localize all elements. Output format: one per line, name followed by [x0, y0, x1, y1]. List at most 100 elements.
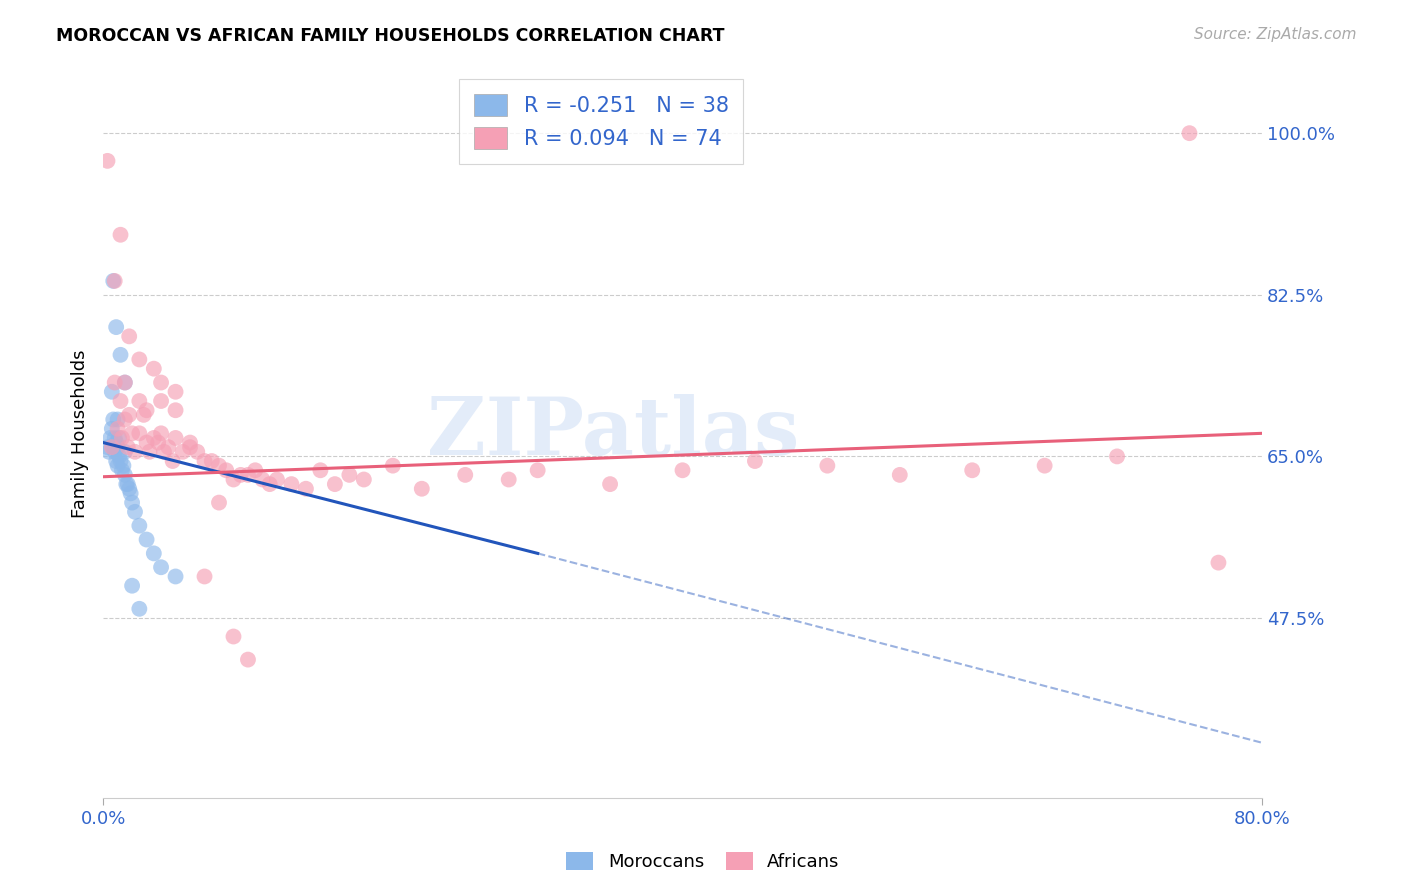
Point — [150, 560, 173, 574]
Point — [201, 454, 224, 468]
Point — [744, 454, 766, 468]
Point — [179, 440, 201, 454]
Point — [118, 482, 141, 496]
Point — [135, 403, 157, 417]
Point — [118, 408, 141, 422]
Legend: R = -0.251   N = 38, R = 0.094   N = 74: R = -0.251 N = 38, R = 0.094 N = 74 — [460, 78, 744, 164]
Point — [157, 440, 180, 454]
Point — [107, 422, 129, 436]
Point — [135, 435, 157, 450]
Point — [103, 440, 125, 454]
Point — [110, 394, 132, 409]
Point — [236, 467, 259, 482]
Point — [1033, 458, 1056, 473]
Point — [266, 473, 288, 487]
Point — [118, 329, 141, 343]
Point — [337, 467, 360, 482]
Point — [165, 431, 187, 445]
Point — [120, 486, 142, 500]
Point — [128, 426, 150, 441]
Point — [104, 274, 127, 288]
Point — [381, 458, 404, 473]
Point — [815, 458, 838, 473]
Point — [117, 440, 139, 454]
Point — [124, 505, 146, 519]
Point — [498, 473, 520, 487]
Point — [1208, 556, 1230, 570]
Point — [112, 458, 135, 473]
Point — [111, 463, 134, 477]
Point — [454, 467, 477, 482]
Point — [1105, 450, 1128, 464]
Point — [121, 426, 143, 441]
Point — [165, 384, 187, 399]
Point — [526, 463, 548, 477]
Text: Source: ZipAtlas.com: Source: ZipAtlas.com — [1194, 27, 1357, 42]
Point — [671, 463, 693, 477]
Point — [96, 440, 118, 454]
Point — [115, 477, 138, 491]
Point — [245, 463, 267, 477]
Point — [111, 431, 134, 445]
Point — [150, 394, 173, 409]
Point — [252, 473, 274, 487]
Point — [142, 431, 165, 445]
Point — [121, 579, 143, 593]
Point — [108, 431, 131, 445]
Point — [121, 495, 143, 509]
Point — [186, 445, 208, 459]
Point — [105, 435, 128, 450]
Point — [103, 412, 125, 426]
Point — [110, 348, 132, 362]
Point — [599, 477, 621, 491]
Point — [128, 352, 150, 367]
Point — [128, 394, 150, 409]
Point — [105, 320, 128, 334]
Point — [114, 376, 136, 390]
Point — [353, 473, 375, 487]
Point — [101, 384, 124, 399]
Point — [114, 467, 136, 482]
Point — [222, 630, 245, 644]
Point — [150, 426, 173, 441]
Point — [107, 412, 129, 426]
Point — [165, 569, 187, 583]
Point — [889, 467, 911, 482]
Point — [104, 445, 127, 459]
Point — [193, 569, 215, 583]
Y-axis label: Family Households: Family Households — [72, 349, 89, 517]
Point — [142, 361, 165, 376]
Point — [146, 435, 169, 450]
Legend: Moroccans, Africans: Moroccans, Africans — [560, 845, 846, 879]
Point — [208, 458, 231, 473]
Point — [104, 376, 127, 390]
Text: ZIPatlas: ZIPatlas — [427, 394, 799, 473]
Point — [259, 477, 281, 491]
Point — [96, 153, 118, 168]
Point — [323, 477, 346, 491]
Point — [309, 463, 332, 477]
Point — [193, 454, 215, 468]
Point — [236, 652, 259, 666]
Point — [1178, 126, 1201, 140]
Point — [110, 227, 132, 242]
Point — [172, 445, 194, 459]
Point — [101, 422, 124, 436]
Point — [108, 450, 131, 464]
Point — [105, 454, 128, 468]
Point — [153, 445, 176, 459]
Point — [97, 445, 120, 459]
Point — [295, 482, 318, 496]
Point — [103, 274, 125, 288]
Point — [132, 408, 155, 422]
Point — [104, 431, 127, 445]
Point — [229, 467, 252, 482]
Point — [107, 458, 129, 473]
Point — [124, 445, 146, 459]
Point — [280, 477, 302, 491]
Point — [208, 495, 231, 509]
Point — [165, 403, 187, 417]
Point — [107, 440, 129, 454]
Point — [138, 445, 160, 459]
Point — [135, 533, 157, 547]
